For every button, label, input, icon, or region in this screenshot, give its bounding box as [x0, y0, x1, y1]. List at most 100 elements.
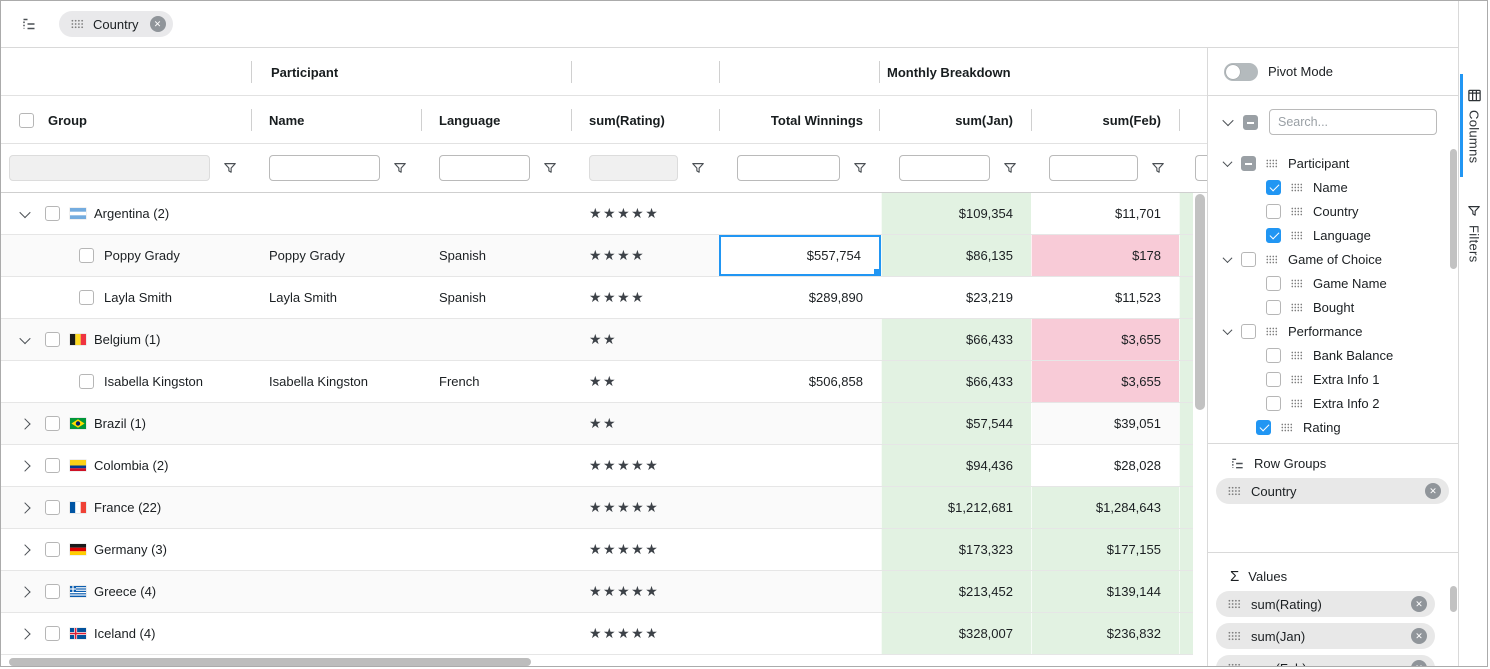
vertical-scrollbar-thumb[interactable] — [1195, 194, 1205, 410]
rating-cell[interactable]: ★★★★★ — [571, 445, 719, 486]
sum-feb-cell[interactable]: $3,655 — [1031, 361, 1179, 402]
filter-funnel-icon[interactable] — [222, 160, 238, 176]
sum-jan-cell[interactable]: $57,544 — [881, 403, 1031, 444]
language-cell[interactable] — [421, 529, 571, 570]
drag-grip-icon[interactable] — [1266, 255, 1278, 264]
drag-grip-icon[interactable] — [1266, 159, 1278, 168]
language-cell[interactable] — [421, 571, 571, 612]
total-winnings-cell[interactable] — [719, 529, 881, 570]
sum-feb-cell[interactable]: $1,284,643 — [1031, 487, 1179, 528]
rating-cell[interactable]: ★★★★ — [571, 235, 719, 276]
select-all-columns-checkbox[interactable] — [1243, 114, 1258, 130]
group-expand-chevron-icon[interactable] — [1222, 156, 1233, 167]
row-select-checkbox[interactable] — [45, 416, 60, 431]
row-group-chip[interactable]: Country ✕ — [1216, 478, 1449, 504]
total-winnings-cell[interactable] — [719, 571, 881, 612]
drag-grip-icon[interactable] — [1291, 303, 1303, 312]
column-visibility-checkbox[interactable] — [1241, 323, 1256, 339]
values-scrollbar-thumb[interactable] — [1450, 586, 1457, 612]
sum-jan-cell[interactable]: $328,007 — [881, 613, 1031, 654]
filter-funnel-icon[interactable] — [690, 160, 706, 176]
language-cell[interactable] — [421, 403, 571, 444]
column-visibility-checkbox[interactable] — [1241, 155, 1256, 171]
row-group-cell[interactable]: France (22) — [1, 487, 251, 528]
value-chip[interactable]: sum(Jan) ✕ — [1216, 623, 1435, 649]
collapse-chevron-icon[interactable] — [19, 332, 31, 344]
total-winnings-cell[interactable] — [719, 319, 881, 360]
remove-icon[interactable]: ✕ — [1411, 660, 1427, 666]
group-header-monthly-breakdown[interactable]: Monthly Breakdown — [887, 64, 1011, 80]
filter-funnel-icon[interactable] — [1002, 160, 1018, 176]
column-item[interactable]: Game Name — [1208, 271, 1459, 295]
expand-chevron-icon[interactable] — [19, 501, 31, 514]
column-header-group[interactable]: Group — [1, 96, 251, 144]
sum-jan-cell[interactable]: $213,452 — [881, 571, 1031, 612]
column-visibility-checkbox[interactable] — [1256, 419, 1271, 435]
column-header-feb[interactable]: sum(Feb) — [1031, 96, 1179, 144]
column-header-name[interactable]: Name — [251, 96, 421, 144]
rating-cell[interactable]: ★★ — [571, 403, 719, 444]
column-visibility-checkbox[interactable] — [1266, 299, 1281, 315]
rating-cell[interactable]: ★★ — [571, 319, 719, 360]
fill-handle[interactable] — [873, 268, 879, 274]
row-group-cell[interactable]: Isabella Kingston — [1, 361, 251, 402]
sum-feb-cell[interactable]: $11,523 — [1031, 277, 1179, 318]
drag-grip-icon[interactable] — [1228, 631, 1241, 641]
name-cell[interactable]: Layla Smith — [269, 290, 337, 305]
rating-cell[interactable]: ★★★★ — [571, 277, 719, 318]
column-item[interactable]: Extra Info 1 — [1208, 367, 1459, 391]
row-group-cell[interactable]: Argentina (2) — [1, 193, 251, 234]
name-cell[interactable] — [251, 319, 421, 360]
column-visibility-checkbox[interactable] — [1266, 275, 1281, 291]
column-search-input[interactable] — [1269, 109, 1437, 135]
expand-chevron-icon[interactable] — [19, 543, 31, 556]
remove-icon[interactable]: ✕ — [149, 16, 166, 32]
tree-scrollbar-thumb[interactable] — [1450, 149, 1457, 269]
row-group-cell[interactable]: Brazil (1) — [1, 403, 251, 444]
column-item[interactable]: Rating — [1208, 415, 1459, 439]
filter-input-group[interactable] — [9, 155, 210, 181]
value-chip[interactable]: sum(Feb) ✕ — [1216, 655, 1435, 667]
total-winnings-cell[interactable] — [719, 445, 881, 486]
horizontal-scrollbar[interactable] — [1, 655, 1193, 666]
vertical-scrollbar[interactable] — [1193, 193, 1207, 655]
column-item[interactable]: Name — [1208, 175, 1459, 199]
remove-icon[interactable]: ✕ — [1411, 628, 1427, 644]
sum-feb-cell[interactable]: $177,155 — [1031, 529, 1179, 570]
column-item[interactable]: Bank Balance — [1208, 343, 1459, 367]
expand-chevron-icon[interactable] — [19, 459, 31, 472]
total-winnings-cell[interactable] — [719, 487, 881, 528]
filter-input-winnings[interactable] — [737, 155, 840, 181]
drag-grip-icon[interactable] — [1291, 183, 1303, 192]
sum-jan-cell[interactable]: $66,433 — [881, 361, 1031, 402]
group-header-participant[interactable]: Participant — [271, 64, 339, 80]
rating-cell[interactable]: ★★★★★ — [571, 613, 719, 654]
name-cell[interactable] — [251, 403, 421, 444]
column-header-winnings[interactable]: Total Winnings — [719, 96, 881, 144]
pivot-mode-toggle[interactable] — [1224, 62, 1258, 81]
name-cell[interactable] — [251, 529, 421, 570]
sum-feb-cell[interactable]: $39,051 — [1031, 403, 1179, 444]
sum-feb-cell[interactable]: $28,028 — [1031, 445, 1179, 486]
filter-funnel-icon[interactable] — [392, 160, 408, 176]
sum-jan-cell[interactable]: $23,219 — [881, 277, 1031, 318]
sum-jan-cell[interactable]: $1,212,681 — [881, 487, 1031, 528]
sum-feb-cell[interactable]: $3,655 — [1031, 319, 1179, 360]
row-select-checkbox[interactable] — [45, 332, 60, 347]
row-select-checkbox[interactable] — [45, 500, 60, 515]
row-group-cell[interactable]: Germany (3) — [1, 529, 251, 570]
language-cell[interactable]: Spanish — [439, 248, 486, 263]
column-header-rating[interactable]: sum(Rating) — [571, 96, 719, 144]
sum-jan-cell[interactable]: $66,433 — [881, 319, 1031, 360]
name-cell[interactable] — [251, 613, 421, 654]
sum-jan-cell[interactable]: $94,436 — [881, 445, 1031, 486]
total-winnings-cell[interactable]: $289,890 — [808, 290, 863, 305]
drag-grip-icon[interactable] — [1291, 207, 1303, 216]
row-select-checkbox[interactable] — [79, 290, 94, 305]
drag-grip-icon[interactable] — [1228, 663, 1241, 667]
language-cell[interactable] — [421, 193, 571, 234]
row-select-checkbox[interactable] — [79, 374, 94, 389]
column-group-item[interactable]: Participant — [1208, 151, 1459, 175]
remove-icon[interactable]: ✕ — [1411, 596, 1427, 612]
language-cell[interactable]: French — [439, 374, 480, 389]
